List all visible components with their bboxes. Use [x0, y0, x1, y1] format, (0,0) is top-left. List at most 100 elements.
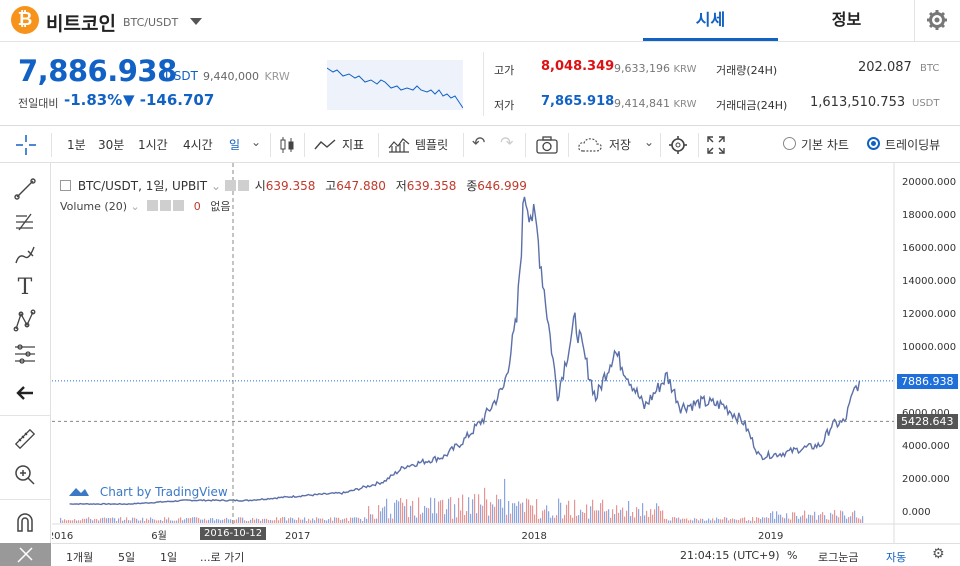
- cloud-icon[interactable]: [577, 137, 603, 157]
- volume-bar: [62, 520, 64, 523]
- high-price-krw: 9,633,196 KRW: [614, 62, 696, 75]
- settings-button[interactable]: [914, 0, 960, 41]
- gear-icon[interactable]: ⚙: [932, 546, 945, 562]
- volume-bar: [270, 519, 272, 523]
- pattern-icon[interactable]: [13, 309, 37, 333]
- y-tick-label: 20000.000: [902, 177, 956, 188]
- volume-bar: [484, 487, 486, 523]
- volume-bar: [494, 506, 496, 523]
- volume-bar: [378, 505, 380, 523]
- back-arrow-icon[interactable]: [13, 381, 37, 405]
- volume-bar: [648, 516, 650, 523]
- interval-30m[interactable]: 30분: [98, 138, 125, 152]
- y-axis-ticks: 20000.000 18000.000 16000.000 14000.000 1200…: [902, 177, 956, 518]
- auto-scale-toggle[interactable]: 자동: [886, 551, 907, 564]
- volume-bar: [206, 520, 208, 523]
- interval-1h[interactable]: 1시간: [138, 138, 168, 152]
- volume-bar: [330, 517, 332, 523]
- volume-bar: [398, 501, 400, 523]
- text-tool-icon[interactable]: T: [17, 275, 33, 300]
- volume-bar: [756, 517, 758, 523]
- indicators-button[interactable]: 지표: [342, 138, 365, 152]
- interval-1d[interactable]: 일: [229, 138, 241, 152]
- volume-bar: [80, 520, 82, 523]
- change-percent: -1.83%: [64, 91, 123, 109]
- chevron-down-icon[interactable]: ⌄: [251, 135, 262, 149]
- volume-bar: [86, 518, 88, 523]
- legend-action-icon[interactable]: [224, 180, 236, 191]
- volume-bar: [98, 520, 100, 523]
- trend-line-icon[interactable]: [13, 177, 37, 201]
- goto-button[interactable]: ...로 가기: [200, 551, 245, 564]
- collapse-legend-icon[interactable]: [60, 180, 71, 191]
- volume-bar: [182, 520, 184, 523]
- tab-quote[interactable]: 시세: [643, 0, 778, 41]
- hide-drawings-button[interactable]: [0, 543, 51, 566]
- templates-icon[interactable]: [388, 136, 410, 158]
- fullscreen-icon[interactable]: [706, 135, 726, 159]
- tradingview-radio[interactable]: [867, 137, 880, 150]
- volume-bar: [412, 500, 414, 523]
- volume-bar: [128, 520, 130, 523]
- tradingview-label[interactable]: 트레이딩뷰: [885, 138, 941, 152]
- chart-canvas[interactable]: 20000.000 18000.000 16000.000 14000.000 1200…: [52, 163, 960, 566]
- interval-1m[interactable]: 1분: [67, 138, 86, 152]
- fib-retracement-icon[interactable]: [13, 210, 37, 234]
- volume-bar: [104, 517, 106, 523]
- percent-toggle[interactable]: %: [787, 549, 798, 562]
- volume-bar: [592, 499, 594, 523]
- volume-bar: [646, 510, 648, 523]
- tradingview-watermark[interactable]: Chart by TradingView: [68, 485, 228, 499]
- chevron-down-icon[interactable]: ⌄: [644, 135, 655, 149]
- basic-chart-radio[interactable]: [783, 137, 796, 150]
- volume-bar: [718, 519, 720, 523]
- legend-action-icon[interactable]: [237, 180, 249, 191]
- range-5d[interactable]: 5일: [118, 551, 136, 564]
- undo-icon[interactable]: ↶: [472, 133, 486, 152]
- log-scale-toggle[interactable]: 로그눈금: [818, 551, 859, 564]
- range-1d[interactable]: 1일: [160, 551, 178, 564]
- zoom-in-icon[interactable]: [13, 463, 37, 487]
- volume-bar: [676, 518, 678, 523]
- divider: [463, 133, 464, 157]
- legend-action-icon[interactable]: [173, 200, 185, 211]
- chevron-down-icon[interactable]: ⌄: [130, 200, 140, 213]
- range-1m[interactable]: 1개월: [66, 551, 94, 564]
- volume-bar: [444, 514, 446, 523]
- volume-bar: [210, 518, 212, 523]
- save-button[interactable]: 저장: [609, 138, 632, 152]
- volume-bar: [634, 517, 636, 523]
- legend-symbol: BTC/USDT, 1일, UPBIT: [77, 179, 208, 193]
- volume-bar: [354, 517, 356, 523]
- pair-dropdown-icon[interactable]: [190, 18, 202, 25]
- templates-button[interactable]: 템플릿: [415, 138, 449, 152]
- volume-bar: [602, 499, 604, 523]
- price-chart[interactable]: 20000.000 18000.000 16000.000 14000.000 1200…: [52, 163, 960, 566]
- volume-bar: [708, 518, 710, 523]
- volume-bar: [158, 520, 160, 523]
- volume-bar: [760, 519, 762, 523]
- chevron-down-icon[interactable]: ⌄: [210, 179, 222, 193]
- basic-chart-label[interactable]: 기본 차트: [801, 138, 849, 152]
- tab-info[interactable]: 정보: [831, 10, 862, 29]
- ruler-icon[interactable]: [13, 427, 37, 451]
- chart-settings-icon[interactable]: [667, 134, 689, 160]
- prediction-icon[interactable]: [13, 342, 37, 366]
- volume-bar: [374, 518, 376, 523]
- volume-bar: [710, 520, 712, 523]
- interval-4h[interactable]: 4시간: [183, 138, 213, 152]
- volume-bar: [224, 518, 226, 523]
- crosshair-icon[interactable]: [14, 133, 38, 161]
- current-price-unit: USDT: [165, 69, 198, 83]
- volume-bar: [302, 519, 304, 523]
- legend-action-icon[interactable]: [147, 200, 159, 211]
- camera-icon[interactable]: [536, 136, 558, 158]
- candles-icon[interactable]: [278, 135, 296, 159]
- redo-icon[interactable]: ↷: [500, 133, 514, 152]
- magnet-icon[interactable]: [13, 511, 37, 535]
- volume-bar: [376, 518, 378, 523]
- brush-icon[interactable]: [13, 243, 37, 267]
- indicators-icon[interactable]: [314, 137, 336, 156]
- volume-bar: [402, 502, 404, 523]
- legend-action-icon[interactable]: [160, 200, 172, 211]
